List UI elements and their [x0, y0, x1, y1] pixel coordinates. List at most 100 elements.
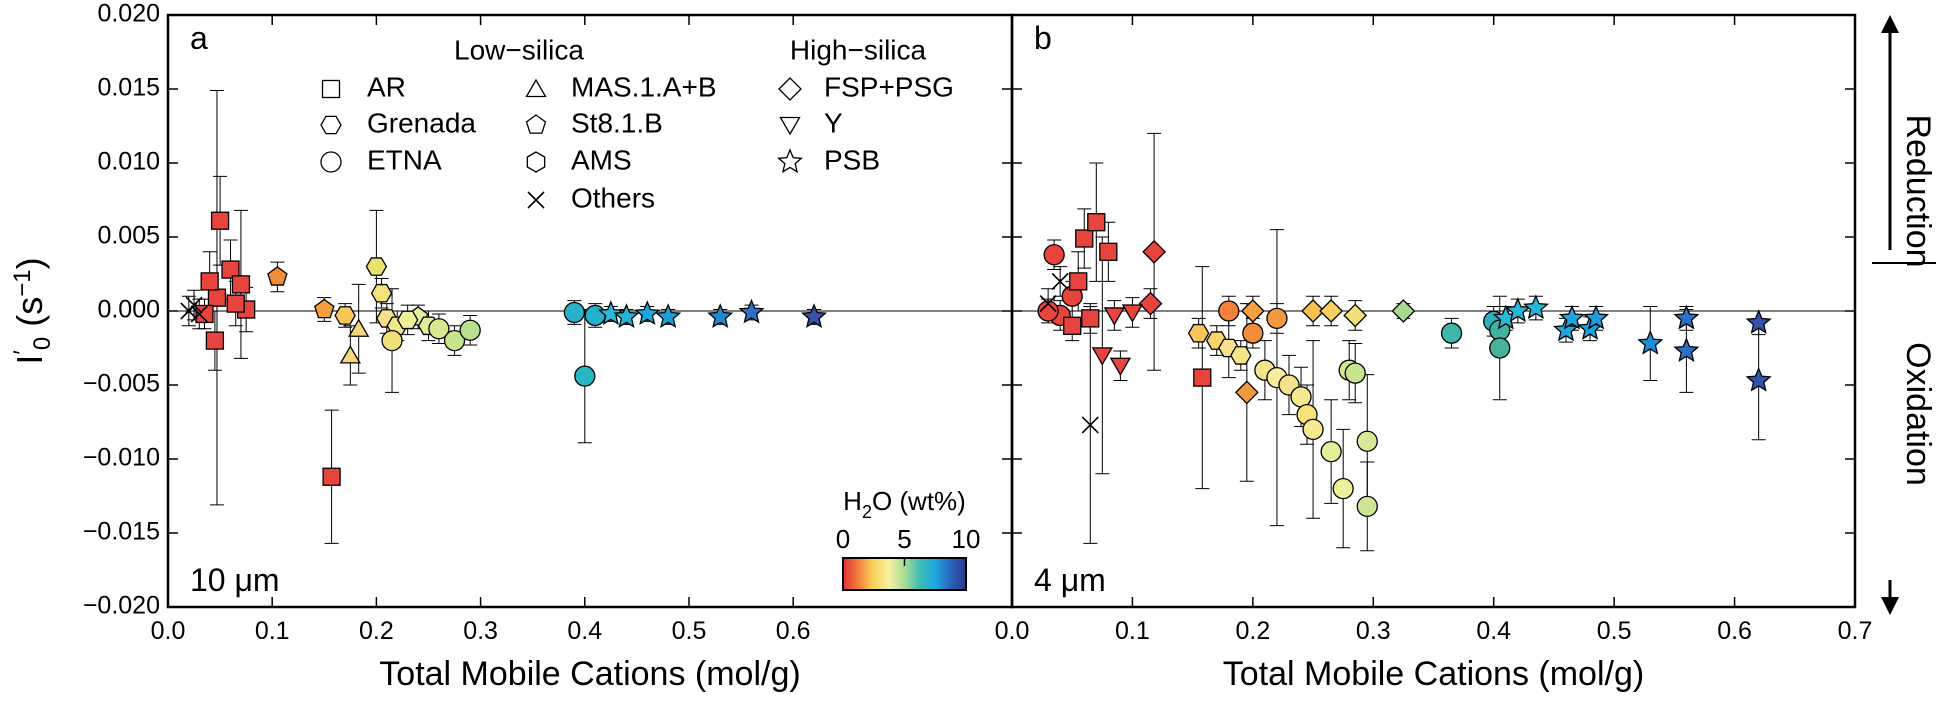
- marker: [267, 266, 288, 286]
- marker: [1440, 322, 1463, 344]
- marker: [365, 257, 388, 276]
- marker: [1266, 307, 1288, 330]
- panel-label: a: [190, 20, 208, 56]
- y-axis-label-part: ′: [9, 350, 36, 355]
- marker: [1332, 477, 1354, 500]
- marker: [1356, 430, 1378, 452]
- x-axis-label: Total Mobile Cations (mol/g): [1223, 655, 1644, 693]
- marker: [396, 310, 419, 330]
- marker: [195, 304, 214, 324]
- oxidation-label: Oxidation: [1899, 342, 1936, 486]
- legend-title: High−silica: [790, 34, 927, 65]
- colorbar-title: H2O (wt%): [843, 486, 966, 522]
- marker: [563, 301, 586, 324]
- x-tick-label: 0.6: [776, 617, 811, 645]
- marker: [1193, 368, 1212, 387]
- marker: [1043, 244, 1065, 266]
- legend-marker: [321, 79, 341, 99]
- plot-frame: [1010, 13, 1857, 609]
- marker: [1081, 309, 1100, 328]
- legend-marker: [527, 191, 545, 209]
- marker: [1099, 242, 1118, 261]
- y-tick-label: −0.015: [83, 518, 160, 546]
- marker: [314, 298, 335, 319]
- marker: [1037, 300, 1059, 322]
- marker: [1109, 357, 1132, 377]
- marker: [584, 304, 606, 327]
- marker: [1391, 299, 1416, 323]
- marker: [348, 318, 370, 337]
- legend-label: St8.1.B: [571, 107, 663, 138]
- legend-marker: [778, 77, 802, 101]
- marker: [1673, 304, 1700, 330]
- marker: [1138, 291, 1163, 316]
- marker: [428, 318, 450, 340]
- x-tick-label: 0.5: [672, 617, 707, 645]
- y-tick-label: 0.020: [97, 0, 160, 28]
- marker: [207, 288, 227, 307]
- y-axis-label: I′0 (s−1): [9, 257, 56, 364]
- marker: [1673, 337, 1700, 363]
- marker: [738, 298, 765, 324]
- colorbar-title-part: H: [843, 486, 862, 516]
- marker: [1218, 300, 1240, 322]
- colorbar-tick-label: 10: [952, 524, 981, 554]
- marker: [1319, 299, 1344, 323]
- y-tick-label: −0.010: [83, 444, 160, 472]
- marker: [1301, 299, 1325, 323]
- legend-marker: [525, 114, 547, 134]
- colorbar-tick-label: 0: [836, 524, 850, 554]
- marker: [1504, 297, 1531, 323]
- legend-label: MAS.1.A+B: [571, 71, 717, 102]
- y-tick-label: 0.000: [97, 296, 160, 324]
- x-tick-label: 0.2: [359, 617, 394, 645]
- x-tick-label: 0.6: [1717, 617, 1752, 645]
- legend-label: Others: [571, 182, 655, 213]
- legend-label: Grenada: [367, 107, 476, 138]
- marker: [1063, 316, 1082, 335]
- x-tick-label: 0.1: [255, 617, 290, 645]
- inset-label: 10 μm: [190, 562, 280, 598]
- marker: [370, 283, 393, 303]
- legend-label: ETNA: [367, 144, 442, 175]
- marker: [1344, 362, 1366, 384]
- marker: [1290, 386, 1312, 408]
- x-tick-label: 0.1: [1115, 617, 1150, 645]
- y-tick-label: 0.005: [97, 222, 160, 250]
- marker: [1051, 272, 1069, 290]
- marker: [205, 331, 225, 350]
- marker: [1583, 304, 1610, 330]
- marker: [1356, 495, 1378, 518]
- marker: [1081, 416, 1099, 434]
- marker: [443, 329, 466, 352]
- x-tick-label: 0.0: [151, 617, 186, 645]
- legend-marker: [320, 115, 342, 135]
- legend-marker: [776, 148, 804, 174]
- marker: [634, 300, 661, 326]
- marker: [185, 296, 203, 314]
- marker: [226, 294, 245, 313]
- marker: [1091, 347, 1113, 366]
- marker: [1637, 329, 1664, 355]
- marker: [1745, 366, 1772, 392]
- inset-label: 4 μm: [1034, 562, 1106, 598]
- legend-label: AMS: [571, 144, 632, 175]
- x-tick-label: 0.0: [995, 617, 1030, 645]
- x-tick-label: 0.3: [463, 617, 498, 645]
- marker: [339, 345, 361, 364]
- marker: [1075, 229, 1094, 248]
- colorbar-title-part: 2: [862, 502, 872, 522]
- marker: [1240, 299, 1265, 323]
- marker: [1121, 304, 1144, 323]
- y-axis-label-part: 0: [29, 337, 56, 350]
- panel-label: b: [1034, 20, 1052, 56]
- legend-label: AR: [367, 71, 406, 102]
- marker: [801, 303, 828, 329]
- marker: [1242, 322, 1264, 344]
- marker: [221, 260, 240, 279]
- marker: [334, 306, 356, 325]
- y-axis-label-part: I: [9, 355, 50, 365]
- x-tick-label: 0.5: [1597, 617, 1632, 645]
- marker: [1522, 294, 1549, 320]
